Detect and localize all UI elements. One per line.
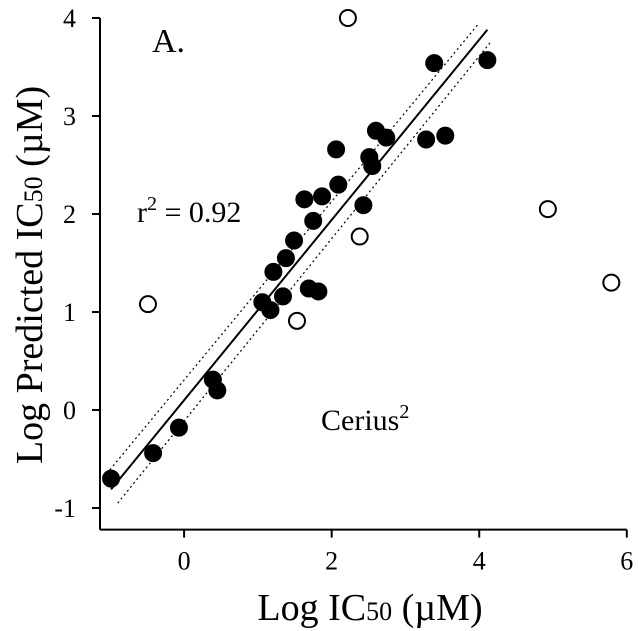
confidence-line [117, 42, 491, 504]
filled-point [309, 282, 328, 301]
filled-point [144, 444, 163, 463]
filled-point [417, 130, 436, 149]
filled-point [304, 211, 323, 230]
annotation-sup: 2 [147, 193, 157, 215]
x-tick-label: 0 [178, 547, 191, 576]
annotation-sup: 2 [399, 401, 409, 423]
x-axis-label-text: (µM) [392, 587, 483, 629]
filled-point [169, 418, 188, 437]
panel-label: A. [152, 23, 185, 60]
filled-point [377, 128, 396, 147]
filled-point [102, 469, 121, 488]
x-axis-label-sub: 50 [366, 597, 392, 626]
y-axis-label-text: Log Predicted IC [9, 202, 51, 464]
filled-point [295, 190, 314, 209]
filled-point [261, 301, 280, 320]
y-axis-label-sub: 50 [19, 176, 48, 202]
x-tick-label: 6 [620, 547, 633, 576]
y-tick-label: 0 [63, 396, 76, 425]
filled-point [276, 249, 295, 268]
y-tick-label: 4 [63, 4, 76, 33]
open-point [287, 311, 306, 330]
annotation-text: = 0.92 [157, 196, 241, 229]
filled-point [313, 187, 332, 206]
open-point [538, 200, 557, 219]
filled-point [329, 175, 348, 194]
x-axis-label: Log IC50 (µM) [257, 587, 482, 629]
filled-point [478, 51, 497, 70]
filled-point [363, 156, 382, 175]
x-tick-label: 4 [473, 547, 486, 576]
filled-point [425, 54, 444, 73]
regression-line [110, 29, 489, 491]
annotation-text: r [137, 196, 147, 229]
open-point [338, 9, 357, 27]
x-tick-label: 2 [325, 547, 338, 576]
filled-point [208, 381, 227, 400]
y-tick-label: 3 [63, 102, 76, 131]
filled-point [264, 262, 283, 281]
y-axis-label: Log Predicted IC50 (µM) [9, 86, 51, 464]
filled-point [327, 140, 346, 159]
y-tick-label: -1 [54, 494, 76, 523]
y-axis-label-text: (µM) [9, 86, 51, 177]
open-point [602, 273, 621, 292]
annotation-text: Cerius [321, 404, 399, 437]
y-tick-label: 1 [63, 298, 76, 327]
filled-point [436, 126, 455, 145]
filled-point [285, 231, 304, 250]
annotation: Cerius2 [321, 401, 409, 437]
x-axis-label-text: Log IC [257, 587, 366, 629]
filled-point [273, 287, 292, 306]
open-point [350, 227, 369, 246]
open-point [138, 295, 157, 314]
annotation: r2 = 0.92 [137, 193, 241, 229]
filled-point [354, 196, 373, 215]
y-tick-label: 2 [63, 200, 76, 229]
